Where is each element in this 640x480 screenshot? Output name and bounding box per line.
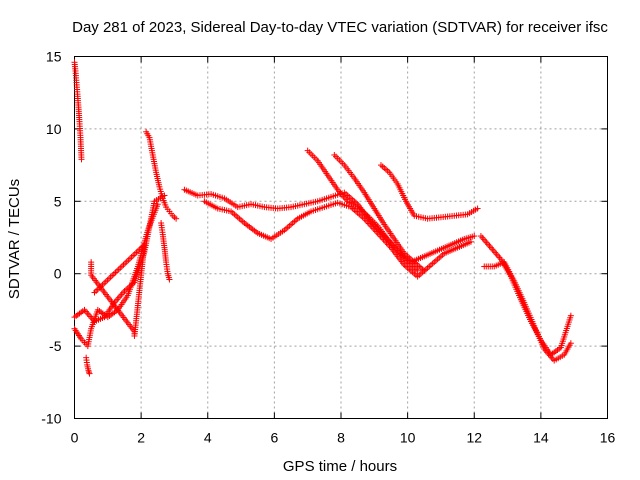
x-tick-label: 2 [137, 430, 145, 446]
x-tick-labels: 0 2 4 6 8 10 12 14 16 [71, 430, 616, 446]
x-tick-label: 8 [337, 430, 345, 446]
data-point-marker [86, 370, 93, 377]
chart-title: Day 281 of 2023, Sidereal Day-to-day VTE… [72, 19, 608, 36]
data-point-marker [91, 289, 98, 296]
x-axis-label: GPS time / hours [283, 458, 397, 475]
data-point-marker [467, 238, 474, 245]
y-tick-label: 0 [54, 266, 62, 282]
data-point-marker [474, 205, 481, 212]
data-point-marker [471, 233, 478, 240]
x-tick-label: 10 [400, 430, 416, 446]
y-axis-label: SDTVAR / TECUs [6, 179, 23, 299]
y-tick-label: 5 [54, 193, 62, 209]
data-point-marker [567, 312, 574, 319]
x-tick-label: 0 [71, 430, 79, 446]
data-point-marker [421, 267, 428, 274]
x-tick-label: 12 [466, 430, 482, 446]
data-point-marker [173, 215, 180, 222]
data-point-marker [414, 267, 421, 274]
data-point-marker [166, 276, 173, 283]
y-tick-labels: -10 -5 0 5 10 15 [41, 49, 61, 427]
data-point-marker [154, 201, 161, 208]
data-point-marker [78, 156, 85, 163]
y-tick-label: -5 [49, 338, 62, 354]
data-point-marker [567, 340, 574, 347]
y-tick-label: 15 [46, 49, 62, 65]
x-tick-label: 14 [533, 430, 549, 446]
y-tick-label: -10 [41, 411, 61, 427]
x-tick-label: 6 [270, 430, 278, 446]
grid-lines [74, 56, 608, 419]
x-tick-label: 4 [204, 430, 212, 446]
x-tick-label: 16 [600, 430, 616, 446]
data-points [71, 59, 574, 377]
y-tick-label: 10 [46, 121, 62, 137]
